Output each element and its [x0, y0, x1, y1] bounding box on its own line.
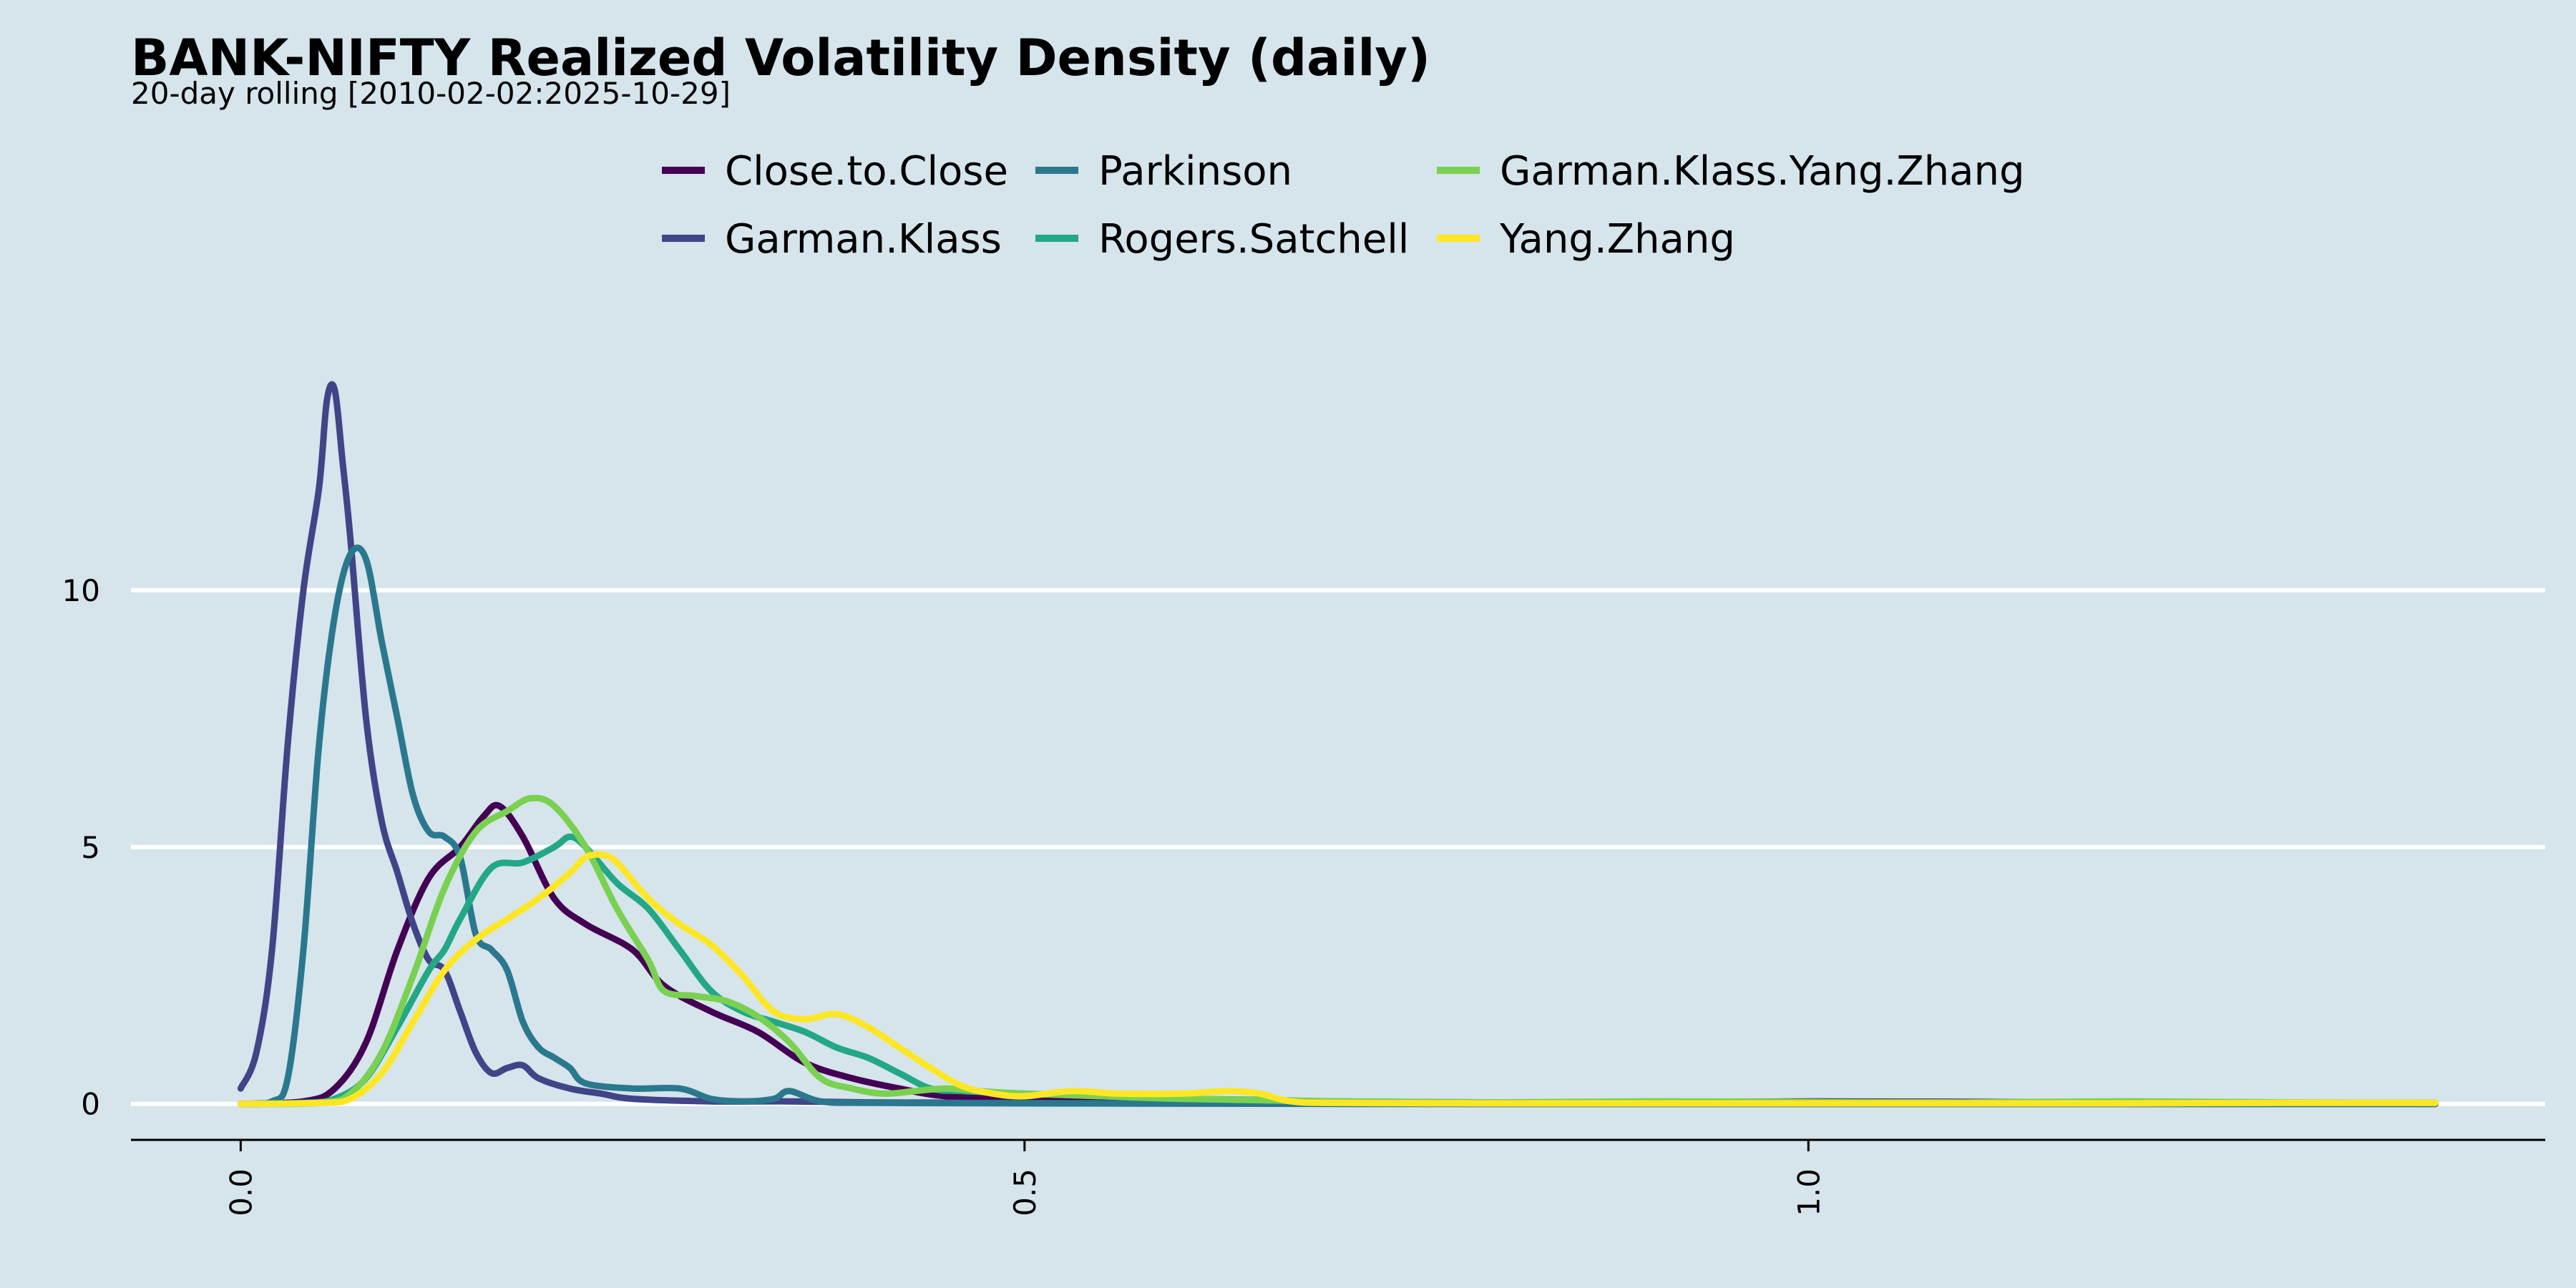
grid-lines: [131, 587, 2545, 1106]
legend-label-rogers-satchell: Rogers.Satchell: [1098, 216, 1409, 263]
series-line-yang-zhang: [237, 851, 2439, 1108]
legend-label-parkinson: Parkinson: [1098, 148, 1292, 195]
x-tick-label: 1.0: [1791, 1169, 1826, 1216]
axes: 0 5 10 0.0 0.5 1.0: [62, 573, 2545, 1216]
chart-subtitle: 20-day rolling [2010-02-02:2025-10-29]: [131, 76, 731, 111]
y-tick-label: 5: [81, 830, 100, 865]
y-tick-label: 10: [62, 573, 100, 608]
x-tick-label: 0.5: [1008, 1169, 1043, 1216]
legend-label-garman-klass-yang-zhang: Garman.Klass.Yang.Zhang: [1500, 148, 2025, 195]
series-line-garman-klass-yang-zhang: [237, 794, 2439, 1108]
legend-label-close-to-close: Close.to.Close: [725, 148, 1008, 195]
chart-title: BANK-NIFTY Realized Volatility Density (…: [131, 29, 1430, 87]
series-line-garman-klass: [237, 381, 2439, 1108]
legend: Close.to.Close Garman.Klass Parkinson Roger…: [662, 148, 2025, 263]
y-tick-label: 0: [81, 1087, 100, 1122]
series-line-close-to-close: [237, 801, 2439, 1108]
x-tick-label: 0.0: [223, 1169, 258, 1216]
legend-label-garman-klass: Garman.Klass: [725, 216, 1002, 263]
legend-label-yang-zhang: Yang.Zhang: [1499, 216, 1735, 263]
series-line-parkinson: [237, 545, 2439, 1108]
series-lines: [237, 381, 2439, 1108]
